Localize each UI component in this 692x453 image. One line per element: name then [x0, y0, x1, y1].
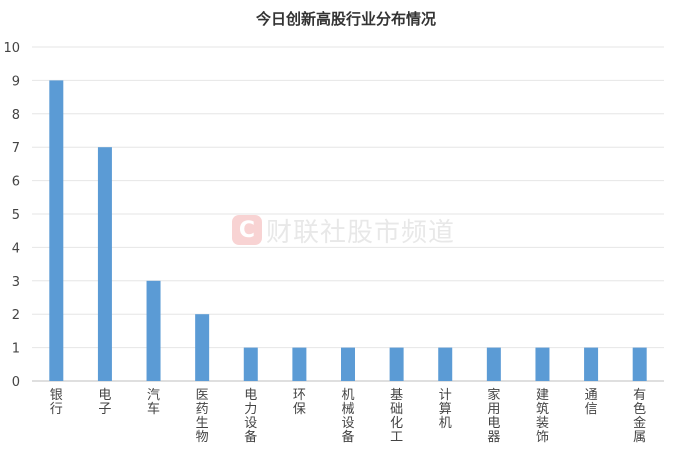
x-tick-label: 通信 — [585, 388, 598, 417]
bar — [341, 347, 355, 381]
bar — [97, 147, 112, 381]
y-tick-label: 0 — [12, 375, 20, 390]
x-tick-label: 电力设备 — [244, 388, 257, 445]
watermark-text: 财联社股市频道 — [266, 217, 456, 248]
x-tick-label: 电子 — [98, 388, 111, 417]
bar — [49, 80, 64, 382]
y-tick-label: 10 — [3, 41, 20, 56]
x-tick-label: 家用电器 — [487, 387, 500, 445]
y-tick-label: 6 — [12, 175, 20, 190]
chart-title: 今日创新高股行业分布情况 — [255, 10, 436, 28]
bar — [389, 347, 404, 381]
bar — [584, 347, 599, 381]
x-tick-label: 基础化工 — [390, 388, 403, 445]
x-tick-label: 机械设备 — [341, 388, 354, 445]
y-tick-label: 4 — [12, 241, 20, 256]
y-tick-label: 7 — [12, 141, 20, 156]
x-tick-label: 环保 — [293, 388, 306, 417]
bar — [535, 347, 550, 381]
x-tick-label: 医药生物 — [196, 388, 209, 445]
bar — [243, 347, 258, 381]
bar — [146, 280, 161, 381]
y-tick-label: 8 — [12, 108, 20, 123]
bar — [195, 314, 210, 381]
x-tick-label: 汽车 — [147, 388, 160, 417]
y-tick-label: 9 — [12, 74, 20, 89]
bar — [292, 347, 307, 381]
x-tick-label: 建筑装饰 — [536, 388, 549, 445]
bar — [486, 347, 501, 381]
watermark: C 财联社股市频道 — [232, 212, 455, 248]
y-tick-label: 3 — [12, 275, 20, 290]
bar — [632, 347, 647, 381]
x-tick-label: 计算机 — [439, 388, 452, 431]
y-tick-label: 5 — [12, 208, 20, 223]
bar — [438, 347, 453, 381]
x-tick-label: 银行 — [50, 388, 63, 417]
watermark-logo-icon: C — [232, 215, 262, 245]
y-tick-label: 2 — [12, 308, 20, 323]
y-tick-label: 1 — [12, 342, 20, 357]
x-tick-label: 有色金属 — [633, 388, 646, 445]
